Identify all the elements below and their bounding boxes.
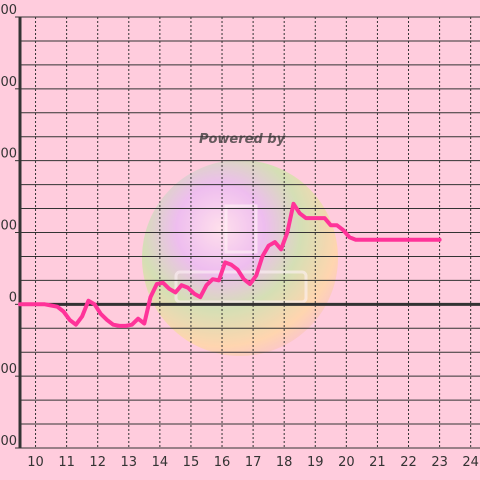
watermark: Powered by: [142, 132, 338, 356]
x-tick-label: 20: [338, 455, 355, 470]
x-tick-label: 19: [307, 455, 324, 470]
x-tick-label: 23: [431, 455, 448, 470]
y-tick-label: 3,000: [0, 219, 17, 234]
x-tick-label: 12: [89, 455, 106, 470]
x-tick-label: 15: [183, 455, 200, 470]
x-tick-label: 13: [121, 455, 138, 470]
y-tick-label: 9,000: [0, 75, 17, 90]
tick-labels: -6,000 -3,000 0 3,000 6,000 9,000 12,000 10 11 12…: [0, 3, 479, 470]
watermark-text: Powered by: [199, 132, 286, 147]
x-tick-label: 11: [58, 455, 75, 470]
x-tick-label: 16: [214, 455, 231, 470]
grid: [20, 16, 480, 449]
logo-circle-icon: [142, 160, 338, 356]
y-tick-label: 6,000: [0, 147, 17, 162]
x-tick-label: 18: [276, 455, 293, 470]
x-tick-label: 24: [462, 455, 479, 470]
x-tick-label: 10: [27, 455, 44, 470]
x-tick-label: 17: [245, 455, 262, 470]
series-layer: [18, 201, 442, 328]
x-tick-label: 14: [152, 455, 169, 470]
y-tick-label: 12,000: [0, 3, 17, 18]
y-tick-label: 0: [9, 290, 17, 305]
x-tick-label: 22: [400, 455, 417, 470]
y-tick-label: -6,000: [0, 434, 17, 449]
y-tick-label: -3,000: [0, 362, 17, 377]
x-tick-label: 21: [369, 455, 386, 470]
series-line: [18, 201, 442, 328]
